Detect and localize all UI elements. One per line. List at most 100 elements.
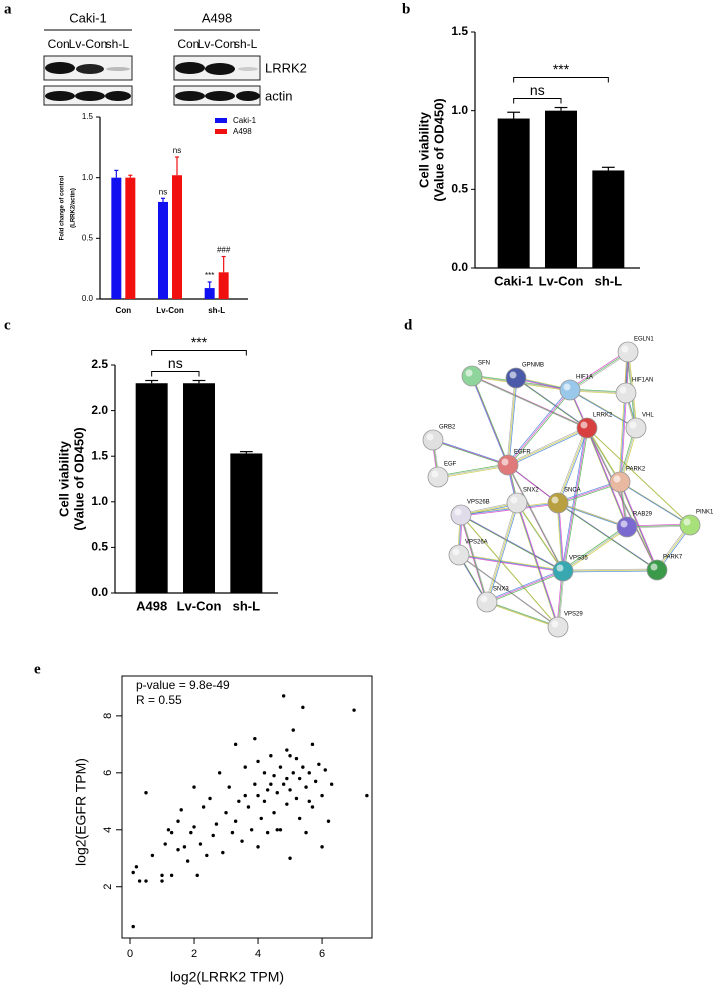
significance: ***	[191, 334, 208, 350]
bar	[218, 272, 229, 299]
edge	[472, 376, 510, 467]
western-blot: Caki-1 A498 LRRK2 actin	[43, 10, 307, 106]
band	[175, 91, 205, 101]
point	[249, 828, 254, 832]
node	[476, 591, 498, 613]
x-axis-label: log2(LRRK2 TPM)	[170, 969, 284, 985]
band	[45, 62, 75, 74]
edge	[461, 515, 489, 604]
node-highlight	[620, 520, 628, 528]
panel-label: d	[404, 317, 413, 333]
y-axis-label: Fold change of control	[60, 175, 66, 240]
point	[288, 754, 292, 758]
point	[304, 785, 308, 789]
bar	[497, 118, 530, 269]
x-tick-label: 0	[127, 948, 133, 960]
network: SFN GPNMB HIF1A EGLN1 HIF1AN VHL GRB2 LRRK2 EGF E…	[422, 337, 714, 638]
point	[256, 845, 260, 849]
edge	[508, 390, 572, 467]
edge	[556, 501, 627, 527]
edge	[563, 428, 589, 573]
edge	[431, 438, 508, 465]
point	[233, 819, 238, 823]
edge	[458, 554, 564, 572]
node-label: PARK2	[626, 467, 646, 473]
point	[217, 771, 222, 775]
node-highlight	[509, 371, 517, 379]
node	[422, 429, 444, 451]
point	[262, 771, 267, 775]
edge	[561, 568, 657, 571]
band	[45, 91, 75, 101]
edge	[557, 481, 621, 504]
significance: ns	[168, 355, 183, 371]
node	[461, 365, 483, 387]
node	[552, 560, 574, 582]
edge	[459, 555, 565, 573]
legend-swatch	[215, 129, 227, 134]
y-tick-label: 8	[102, 713, 114, 719]
significance: ns	[159, 187, 167, 196]
point	[166, 828, 171, 832]
edge	[562, 427, 588, 572]
plot-frame	[121, 675, 373, 939]
node	[497, 454, 519, 476]
node-label: HIF1AN	[632, 378, 653, 384]
edge	[506, 376, 516, 465]
edge	[487, 503, 519, 604]
node-highlight	[556, 564, 564, 572]
point	[243, 765, 247, 769]
edge	[557, 427, 588, 504]
x-tick-label: 2	[191, 948, 197, 960]
point	[227, 785, 231, 789]
protein-label: LRRK2	[265, 60, 307, 75]
node-highlight	[621, 345, 629, 353]
point	[285, 748, 289, 752]
edge	[570, 390, 638, 430]
edge	[436, 463, 508, 477]
point	[201, 805, 206, 809]
bar	[111, 177, 122, 299]
y-axis-label: log2(EGFR TPM)	[73, 758, 89, 866]
point	[329, 782, 334, 786]
node-label: EGLN1	[634, 337, 654, 343]
node-highlight	[613, 475, 621, 483]
point	[176, 848, 180, 852]
point	[243, 793, 247, 798]
point	[294, 796, 299, 801]
edge	[459, 555, 560, 629]
point	[320, 793, 324, 798]
edge	[568, 350, 628, 390]
edge	[517, 503, 560, 629]
bar	[592, 170, 625, 268]
edge	[587, 428, 692, 527]
edge	[558, 503, 659, 572]
point	[192, 825, 196, 829]
node-highlight	[431, 470, 439, 478]
annotation: p-value = 9.8e-49	[136, 678, 230, 692]
edge	[507, 389, 571, 466]
point	[211, 833, 215, 838]
point	[253, 782, 257, 786]
y-tick-label: 1.0	[451, 103, 468, 117]
y-tick-label: 0.5	[82, 233, 94, 242]
node-highlight	[426, 433, 434, 441]
edge	[515, 501, 558, 627]
edge	[585, 426, 657, 570]
point	[185, 859, 190, 863]
node-label: VPS35	[569, 556, 588, 562]
node-label: EGF	[444, 462, 457, 468]
band	[205, 91, 235, 101]
point	[214, 822, 219, 826]
lane-label: Lv-Con	[69, 37, 108, 51]
bar	[172, 175, 182, 299]
lane-label: Lv-Con	[198, 37, 237, 51]
point	[307, 799, 311, 804]
bar	[135, 383, 168, 593]
band	[236, 91, 260, 101]
band	[76, 64, 104, 74]
y-tick-label: 0.5	[91, 540, 108, 554]
point	[224, 810, 228, 815]
point	[208, 796, 212, 801]
y-tick-label: 0.0	[451, 260, 468, 274]
